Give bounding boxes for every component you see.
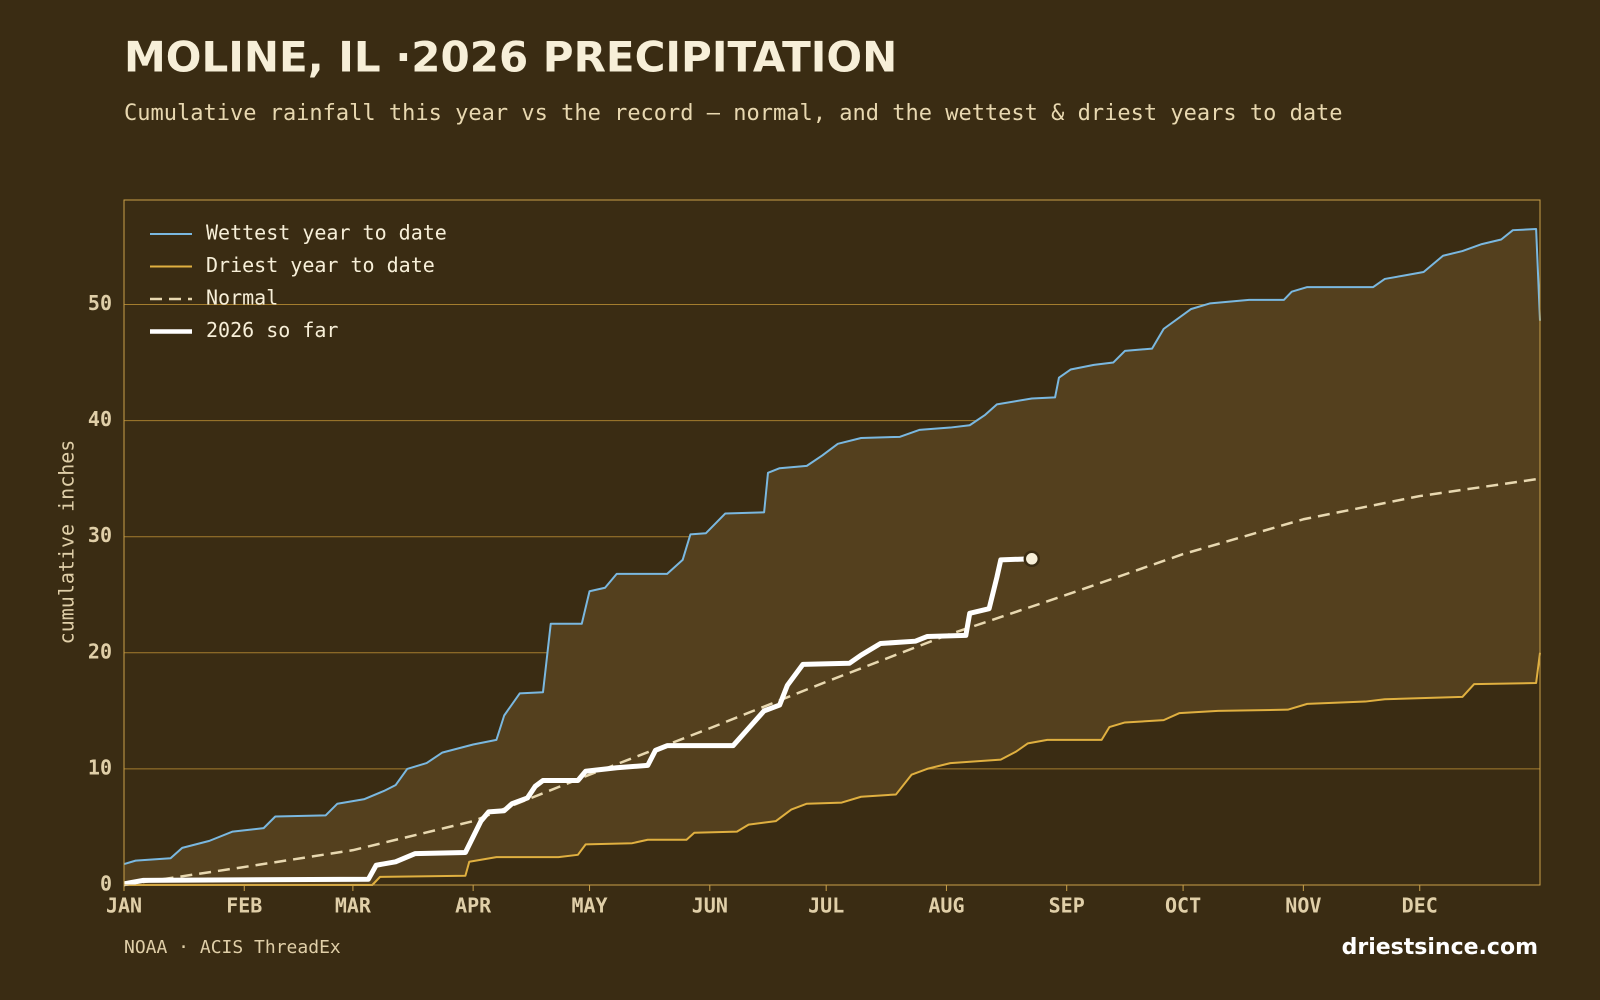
plot-border bbox=[123, 199, 1541, 886]
x-tick-label: APR bbox=[455, 894, 492, 918]
x-tick-label: MAY bbox=[571, 894, 607, 918]
chart-title: MOLINE, IL ·2026 PRECIPITATION bbox=[124, 33, 897, 82]
series-line bbox=[123, 228, 1541, 866]
credit: driestsince.com bbox=[1342, 935, 1538, 960]
x-tick-label: FEB bbox=[226, 894, 262, 918]
chart-subtitle: Cumulative rainfall this year vs the rec… bbox=[124, 101, 1343, 126]
range-fill bbox=[124, 229, 1540, 886]
x-tick-label: JUL bbox=[808, 894, 844, 918]
y-tick-label: 0 bbox=[100, 872, 112, 896]
x-tick-label: JUN bbox=[692, 894, 728, 918]
y-tick-label: 50 bbox=[88, 291, 112, 315]
source: NOAA · ACIS ThreadEx bbox=[124, 937, 341, 958]
x-tick-label: MAR bbox=[335, 894, 372, 918]
y-tick-label: 20 bbox=[88, 639, 112, 663]
legend-label: 2026 so far bbox=[206, 318, 338, 342]
x-tick-label: SEP bbox=[1049, 894, 1085, 918]
series-line bbox=[124, 652, 1541, 886]
y-tick-label: 40 bbox=[88, 407, 112, 431]
x-tick-label: NOV bbox=[1285, 894, 1321, 918]
y-tick-label: 30 bbox=[88, 523, 112, 547]
y-tick-label: 10 bbox=[88, 755, 112, 779]
x-tick-label: OCT bbox=[1165, 894, 1201, 918]
series-line bbox=[123, 556, 1032, 887]
x-tick-label: AUG bbox=[928, 894, 964, 918]
x-tick-label: JAN bbox=[106, 894, 142, 918]
legend-label: Wettest year to date bbox=[206, 221, 447, 245]
legend-label: Driest year to date bbox=[206, 253, 435, 277]
x-tick-label: DEC bbox=[1402, 894, 1438, 918]
y-axis-label: cumulative inches bbox=[55, 440, 79, 645]
series-line bbox=[123, 477, 1541, 887]
end-marker bbox=[1023, 550, 1041, 568]
legend-label: Normal bbox=[206, 286, 278, 310]
